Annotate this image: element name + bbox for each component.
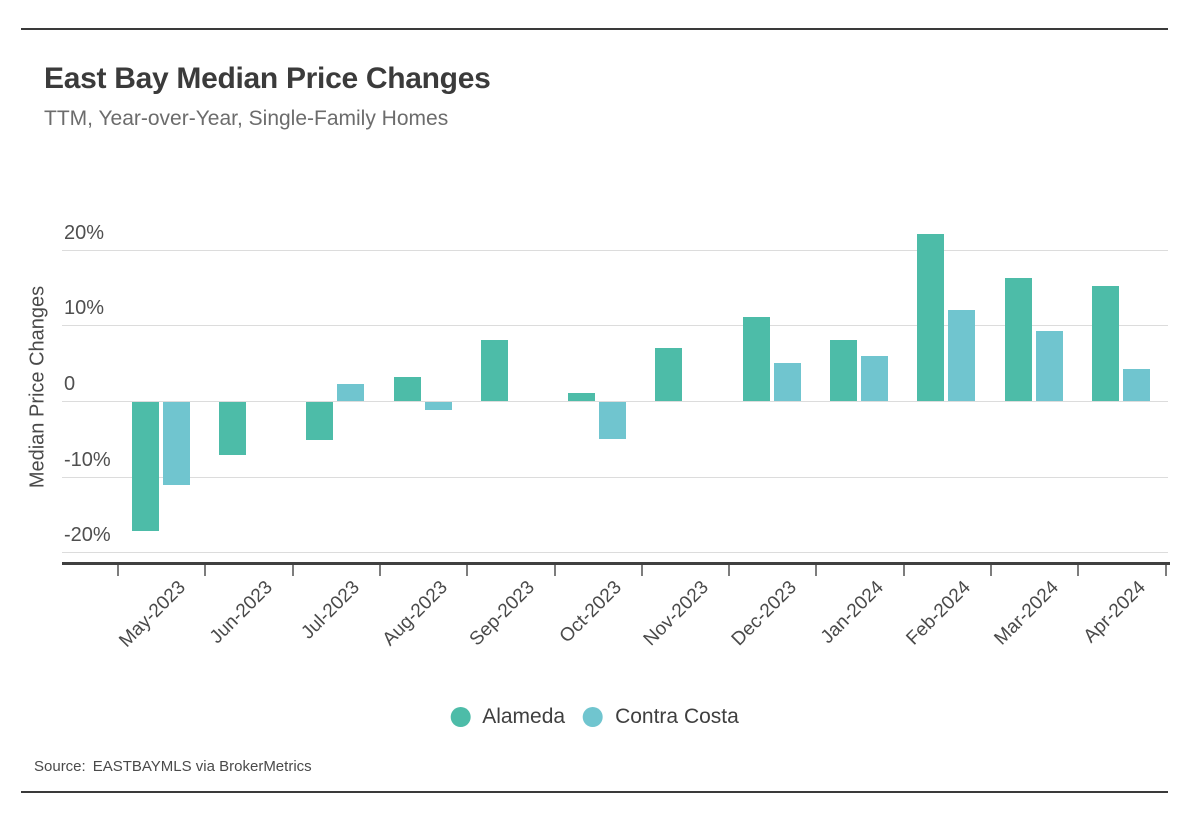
x-axis-line bbox=[62, 562, 1170, 565]
x-label-Jul-2023: Jul-2023 bbox=[297, 577, 365, 644]
bar-alameda-Sep-2023 bbox=[480, 340, 508, 401]
gridline--20% bbox=[62, 552, 1168, 554]
source-text: EASTBAYMLS via BrokerMetrics bbox=[92, 758, 312, 775]
bar-alameda-Nov-2023 bbox=[655, 348, 683, 401]
alameda-swatch-icon bbox=[450, 707, 471, 727]
bar-contra-costa-Jul-2023 bbox=[337, 384, 365, 401]
bar-alameda-May-2023 bbox=[131, 402, 159, 531]
chart-title: East Bay Median Price Changes bbox=[44, 62, 491, 95]
bar-alameda-Oct-2023 bbox=[568, 392, 596, 401]
gridline-10% bbox=[62, 325, 1168, 327]
bar-alameda-Jun-2023 bbox=[218, 402, 246, 455]
bar-contra-costa-May-2023 bbox=[162, 402, 190, 486]
x-tick bbox=[990, 565, 992, 576]
bar-alameda-Jul-2023 bbox=[306, 402, 334, 440]
legend-item-alameda: Alameda bbox=[450, 705, 565, 729]
x-label-Mar-2024: Mar-2024 bbox=[990, 577, 1063, 650]
y-tick-label: 0 bbox=[64, 373, 76, 395]
bar-alameda-Mar-2024 bbox=[1004, 278, 1032, 401]
legend-label-contra-costa: Contra Costa bbox=[615, 705, 739, 728]
x-tick bbox=[553, 565, 556, 576]
bar-contra-costa-Feb-2024 bbox=[948, 310, 976, 401]
legend-item-contra-costa: Contra Costa bbox=[583, 705, 739, 729]
bar-alameda-Jan-2024 bbox=[830, 340, 858, 401]
x-tick bbox=[466, 565, 469, 576]
y-axis-title: Median Price Changes bbox=[26, 285, 49, 489]
x-tick bbox=[1164, 565, 1167, 576]
top-divider bbox=[21, 28, 1168, 30]
source-note: Source: EASTBAYMLS via BrokerMetrics bbox=[34, 758, 312, 775]
bar-alameda-Dec-2023 bbox=[742, 316, 770, 401]
legend-label-alameda: Alameda bbox=[482, 705, 566, 728]
x-label-Feb-2024: Feb-2024 bbox=[902, 577, 976, 650]
bar-contra-costa-Aug-2023 bbox=[424, 402, 452, 411]
bar-contra-costa-Dec-2023 bbox=[773, 363, 801, 401]
bar-contra-costa-Oct-2023 bbox=[599, 402, 627, 440]
y-tick-label: 10% bbox=[64, 297, 105, 320]
chart-subtitle: TTM, Year-over-Year, Single-Family Homes bbox=[44, 107, 449, 130]
contra-costa-swatch-icon bbox=[583, 707, 604, 727]
bar-contra-costa-Apr-2024 bbox=[1122, 369, 1150, 401]
x-label-Jan-2024: Jan-2024 bbox=[817, 577, 888, 648]
x-tick bbox=[902, 565, 905, 576]
x-tick bbox=[378, 565, 381, 576]
legend: Alameda Contra Costa bbox=[450, 705, 739, 729]
x-label-May-2023: May-2023 bbox=[114, 577, 190, 652]
y-tick-label: 20% bbox=[64, 221, 105, 244]
gridline-20% bbox=[62, 249, 1168, 251]
x-tick bbox=[117, 565, 119, 576]
bar-alameda-Aug-2023 bbox=[393, 376, 421, 401]
bar-alameda-Apr-2024 bbox=[1091, 285, 1119, 401]
bar-alameda-Feb-2024 bbox=[917, 234, 945, 401]
gridline-0 bbox=[62, 401, 1168, 402]
x-label-Aug-2023: Aug-2023 bbox=[378, 577, 452, 651]
x-tick bbox=[815, 565, 818, 576]
gridline--10% bbox=[62, 476, 1168, 478]
x-tick bbox=[728, 565, 731, 576]
bar-contra-costa-Jan-2024 bbox=[861, 355, 889, 401]
y-tick-label: -20% bbox=[64, 524, 111, 547]
source-label: Source: bbox=[34, 758, 86, 775]
x-label-Apr-2024: Apr-2024 bbox=[1079, 577, 1150, 648]
x-tick bbox=[1077, 565, 1080, 576]
x-label-Jun-2023: Jun-2023 bbox=[205, 577, 277, 648]
x-tick bbox=[204, 565, 207, 576]
x-tick bbox=[291, 565, 294, 576]
x-tick bbox=[640, 565, 643, 576]
bottom-divider bbox=[21, 791, 1168, 793]
y-tick-label: -10% bbox=[64, 448, 111, 471]
bar-contra-costa-Mar-2024 bbox=[1035, 331, 1063, 401]
